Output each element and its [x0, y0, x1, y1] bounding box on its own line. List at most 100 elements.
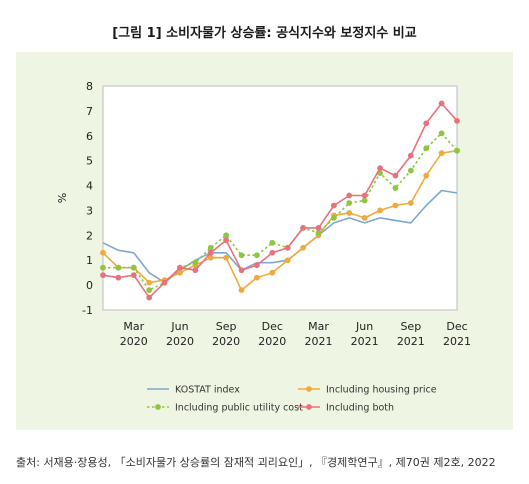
series-point-3 [254, 262, 260, 269]
y-tick-label: 6 [86, 130, 93, 143]
series-point-1 [407, 200, 414, 206]
series-point-1 [269, 269, 276, 276]
x-tick-year: 2021 [351, 335, 379, 348]
series-point-1 [238, 287, 245, 293]
y-axis-label: % [56, 193, 69, 203]
series-point-2 [146, 287, 153, 293]
x-tick-month: Mar [308, 320, 329, 333]
series-point-2 [238, 252, 245, 259]
series-point-1 [423, 172, 430, 179]
series-point-2 [223, 232, 230, 239]
series-point-1 [438, 150, 445, 157]
x-tick-month: Dec [262, 320, 283, 333]
legend-label: Including public utility cost [175, 403, 303, 414]
series-point-2 [330, 215, 337, 221]
series-point-1 [361, 215, 368, 221]
series-point-3 [423, 120, 430, 127]
series-point-2 [130, 264, 137, 271]
series-point-3 [130, 272, 137, 279]
x-tick-year: 2020 [212, 335, 240, 348]
series-point-1 [284, 257, 291, 264]
legend-label: Including both [326, 403, 394, 414]
series-point-3 [454, 117, 460, 124]
y-tick-label: 3 [86, 204, 93, 217]
series-point-2 [269, 239, 276, 246]
series-point-3 [115, 274, 122, 281]
series-point-2 [407, 167, 414, 174]
series-point-2 [207, 244, 214, 251]
series-point-3 [284, 244, 291, 251]
x-tick-year: 2020 [258, 335, 286, 348]
series-point-3 [269, 249, 276, 256]
x-tick-month: Sep [216, 320, 237, 333]
plot-area [102, 85, 458, 311]
series-point-3 [192, 267, 199, 274]
series-point-3 [177, 264, 183, 271]
y-tick-label: 4 [86, 180, 93, 193]
x-tick-month: Mar [123, 320, 144, 333]
x-tick-month: Jun [170, 320, 188, 333]
series-point-3 [407, 152, 414, 159]
series-point-2 [192, 259, 199, 266]
series-point-1 [223, 254, 230, 261]
y-tick-label: 0 [86, 279, 93, 292]
series-point-3 [100, 272, 106, 279]
x-tick-year: 2021 [397, 335, 425, 348]
series-point-1 [392, 202, 399, 209]
series-point-1 [207, 254, 214, 261]
series-point-1 [146, 279, 153, 286]
series-point-3 [361, 192, 368, 199]
series-point-2 [438, 130, 445, 137]
series-point-3 [438, 100, 445, 107]
series-point-1 [100, 249, 106, 256]
series-point-1 [377, 207, 383, 214]
series-point-3 [346, 192, 353, 199]
series-point-1 [254, 274, 260, 281]
series-point-3 [300, 224, 306, 231]
x-tick-year: 2020 [166, 335, 194, 348]
x-tick-month: Jun [355, 320, 373, 333]
series-point-2 [454, 147, 460, 154]
y-tick-label: -1 [82, 304, 93, 317]
y-tick-label: 7 [86, 105, 93, 118]
legend-label: KOSTAT index [175, 385, 240, 396]
series-point-1 [300, 244, 306, 251]
x-tick-year: 2020 [120, 335, 148, 348]
series-point-3 [330, 202, 337, 209]
series-point-2 [115, 264, 122, 271]
series-point-3 [146, 294, 153, 301]
series-point-2 [315, 229, 322, 236]
series-line-3 [102, 102, 458, 299]
series-point-3 [392, 172, 399, 179]
series-point-3 [207, 249, 214, 256]
series-point-2 [346, 200, 353, 206]
series-point-2 [100, 264, 106, 271]
x-tick-year: 2021 [443, 335, 471, 348]
x-tick-year: 2021 [304, 335, 332, 348]
chart-title: [그림 1] 소비자물가 상승률: 공식지수와 보정지수 비교 [112, 26, 417, 41]
series-point-2 [392, 185, 399, 191]
legend-marker [306, 386, 312, 392]
source-note: 출처: 서재용·장용성, 「소비자물가 상승률의 잠재적 괴리요인」, 『경제학… [16, 456, 496, 469]
legend-marker [306, 404, 312, 410]
y-tick-label: 1 [86, 254, 93, 267]
series-point-2 [423, 145, 430, 152]
x-tick-month: Sep [400, 320, 421, 333]
series-point-3 [223, 237, 230, 244]
legend-marker [155, 404, 161, 410]
series-point-3 [238, 267, 245, 274]
chart-panel: -1 0 1 2 3 4 5 6 7 8% Mar 2020 Jun 2020 Sep 2020 Dec 2020… [16, 52, 513, 430]
series-point-3 [377, 165, 383, 172]
series-point-2 [254, 252, 260, 259]
x-tick-month: Dec [446, 320, 467, 333]
y-tick-label: 2 [86, 229, 93, 242]
y-tick-label: 8 [86, 80, 93, 93]
series-point-3 [315, 224, 322, 231]
legend-label: Including housing price [326, 385, 437, 396]
series-point-3 [161, 279, 168, 286]
line-chart: -1 0 1 2 3 4 5 6 7 8% Mar 2020 Jun 2020 Sep 2020 Dec 2020… [56, 80, 471, 414]
series-point-2 [361, 197, 368, 204]
series-point-1 [177, 269, 183, 276]
series-point-1 [346, 210, 353, 216]
y-tick-label: 5 [86, 155, 93, 168]
